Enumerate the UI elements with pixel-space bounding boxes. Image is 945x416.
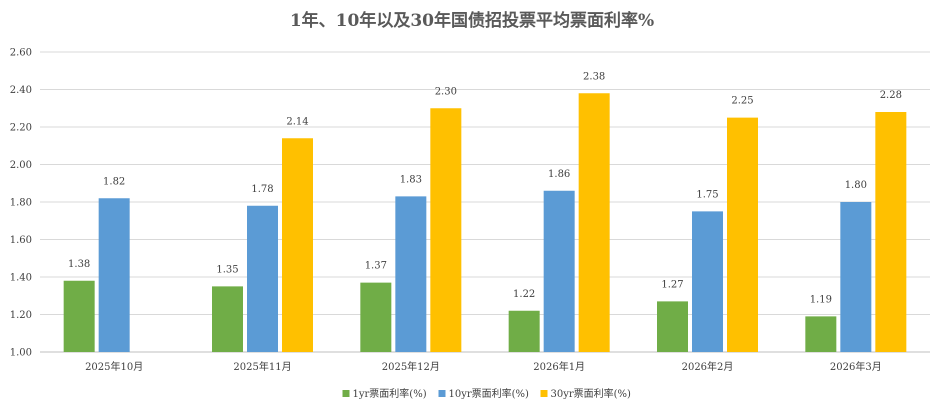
chart-title: 1年、10年以及30年国债招投票平均票面利率% <box>290 10 654 31</box>
data-labels: 1.38 1.82 1.35 1.78 2.14 1.37 1.83 2.30 1.22 1.86… <box>68 71 902 305</box>
x-tick-label: 2025年10月 <box>85 360 143 373</box>
y-tick-label: 1.40 <box>10 273 32 284</box>
legend-label: 1yr票面利率(%) <box>353 387 427 400</box>
x-axis-ticks: 2025年10月 2025年11月 2025年12月 2026年1月 2026年2月 20… <box>85 360 882 373</box>
bar <box>430 108 462 352</box>
y-tick-label: 1.80 <box>10 198 32 209</box>
data-label: 1.83 <box>400 174 422 185</box>
bar <box>360 282 392 352</box>
gridlines <box>40 51 930 353</box>
x-tick-label: 2025年11月 <box>233 360 291 373</box>
data-label: 2.30 <box>435 86 457 97</box>
legend-swatch <box>342 390 350 397</box>
legend-label: 10yr票面利率(%) <box>449 387 530 400</box>
x-tick-label: 2026年1月 <box>533 360 585 373</box>
data-label: 1.75 <box>696 189 718 200</box>
bar <box>692 211 723 352</box>
bar <box>247 205 278 352</box>
data-label: 1.86 <box>548 169 570 180</box>
y-tick-label: 1.20 <box>10 310 32 321</box>
y-tick-label: 2.40 <box>10 85 32 96</box>
y-tick-label: 2.60 <box>10 48 32 59</box>
bar <box>63 280 95 352</box>
y-tick-label: 2.00 <box>10 160 32 171</box>
data-label: 1.78 <box>251 184 273 195</box>
bar <box>840 202 872 352</box>
y-tick-label: 1.00 <box>10 348 32 359</box>
data-label: 1.82 <box>103 176 125 187</box>
data-label: 1.19 <box>810 294 832 305</box>
y-axis-ticks: 1.00 1.20 1.40 1.60 1.80 2.00 2.20 2.40 2.60 <box>10 48 32 359</box>
bar <box>657 301 688 352</box>
legend-swatch <box>438 390 446 397</box>
bar <box>395 196 427 352</box>
legend: 1yr票面利率(%) 10yr票面利率(%) 30yr票面利率(%) <box>342 387 632 400</box>
data-label: 1.35 <box>216 264 238 275</box>
bar <box>508 310 540 352</box>
x-tick-label: 2026年3月 <box>830 360 882 373</box>
bar <box>805 316 837 352</box>
data-label: 1.37 <box>365 261 387 272</box>
bar <box>727 117 758 352</box>
bar <box>875 112 907 352</box>
legend-swatch <box>540 390 548 397</box>
data-label: 2.38 <box>583 71 605 82</box>
bar <box>282 138 313 352</box>
bar <box>543 190 575 352</box>
data-label: 2.25 <box>731 96 753 107</box>
data-label: 2.28 <box>880 90 902 101</box>
legend-label: 30yr票面利率(%) <box>551 387 632 400</box>
data-label: 1.38 <box>68 259 90 270</box>
bar <box>98 198 130 352</box>
x-tick-label: 2026年2月 <box>682 360 734 373</box>
y-tick-label: 2.20 <box>10 123 32 134</box>
y-tick-label: 1.60 <box>10 235 32 246</box>
x-tick-label: 2025年12月 <box>382 360 440 373</box>
data-label: 1.27 <box>661 279 683 290</box>
bar <box>578 93 610 352</box>
bars <box>63 93 907 352</box>
bar <box>212 286 243 352</box>
data-label: 2.14 <box>286 116 308 127</box>
data-label: 1.22 <box>513 289 535 300</box>
data-label: 1.80 <box>845 180 867 191</box>
